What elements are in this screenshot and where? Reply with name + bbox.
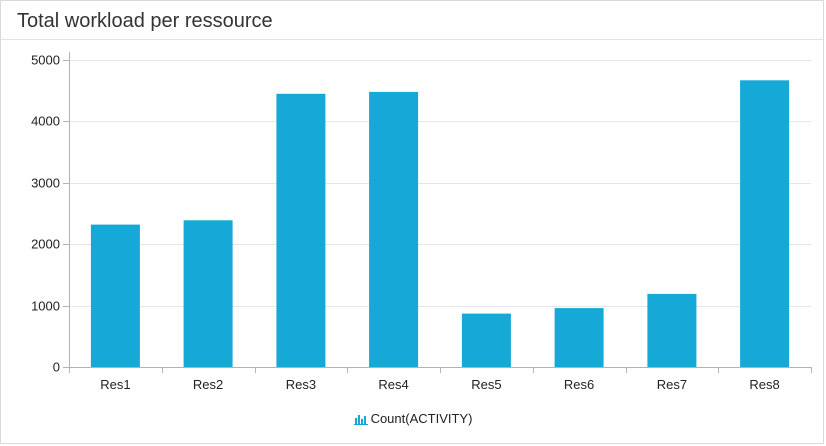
- y-tick-label: 0: [53, 360, 60, 375]
- y-tick-label: 3000: [31, 176, 60, 191]
- legend-item-count-activity[interactable]: Count(ACTIVITY): [353, 411, 473, 426]
- y-tick-label: 5000: [31, 53, 60, 68]
- bar-res1[interactable]: [90, 224, 140, 367]
- chart-title: Total workload per ressource: [17, 10, 273, 32]
- bar-res4[interactable]: [369, 91, 419, 368]
- x-tick-label: Res4: [378, 377, 408, 392]
- x-tick-label: Res6: [564, 377, 594, 392]
- bar-res2[interactable]: [183, 220, 233, 367]
- y-tick-label: 1000: [31, 299, 60, 314]
- y-tick-label: 4000: [31, 114, 60, 129]
- panel-header: Total workload per ressource: [1, 1, 823, 40]
- x-tick-label: Res5: [471, 377, 501, 392]
- bar-chart-icon: [353, 414, 368, 425]
- x-tick-label: Res1: [100, 377, 130, 392]
- x-tick-label: Res8: [749, 377, 779, 392]
- y-tick-label: 2000: [31, 237, 60, 252]
- bar-res8[interactable]: [740, 80, 790, 368]
- x-tick-label: Res3: [286, 377, 316, 392]
- bar-res3[interactable]: [276, 93, 326, 368]
- bar-res6[interactable]: [554, 308, 604, 367]
- bar-res5[interactable]: [461, 313, 511, 367]
- chart-legend: Count(ACTIVITY): [0, 411, 826, 428]
- legend-label: Count(ACTIVITY): [370, 411, 473, 426]
- bar-res7[interactable]: [647, 293, 697, 367]
- x-tick-label: Res7: [657, 377, 687, 392]
- x-tick-label: Res2: [193, 377, 223, 392]
